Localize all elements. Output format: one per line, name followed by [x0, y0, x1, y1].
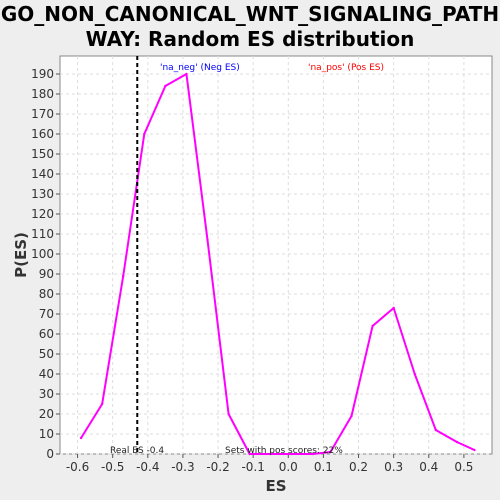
y-tick-label: 160	[31, 127, 54, 141]
data-point	[311, 452, 315, 456]
y-axis-label: P(ES)	[12, 232, 30, 278]
y-tick-label: 80	[39, 287, 54, 301]
data-point	[248, 452, 251, 456]
y-tick-label: 10	[39, 427, 54, 441]
y-tick-label: 190	[31, 67, 54, 81]
y-tick-label: 0	[46, 447, 54, 461]
es-distribution-line	[80, 73, 475, 455]
y-tick-label: 170	[31, 107, 54, 121]
y-tick-label: 120	[31, 207, 54, 221]
x-tick-label: 0.2	[349, 460, 368, 474]
sets-pos-text: Sets with pos scores: 22%	[225, 446, 343, 456]
x-tick-label: 0.1	[314, 460, 333, 474]
data-point	[122, 274, 125, 278]
data-point	[206, 238, 209, 242]
pos-es-label: 'na_pos' (Pos ES)	[308, 63, 384, 73]
x-tick-label: -0.5	[101, 460, 124, 474]
x-tick-label: -0.6	[66, 460, 89, 474]
data-point	[100, 402, 104, 406]
data-point	[290, 452, 294, 456]
y-tick-label: 180	[31, 87, 54, 101]
y-tick-label: 30	[39, 387, 54, 401]
x-tick-label: -0.2	[206, 460, 229, 474]
data-point	[143, 132, 146, 136]
data-point	[392, 306, 395, 310]
data-point	[473, 448, 476, 452]
y-tick-label: 150	[31, 147, 54, 161]
y-tick-label: 90	[39, 267, 54, 281]
data-point	[227, 412, 230, 416]
data-point	[185, 72, 188, 76]
x-tick-label: 0.5	[454, 460, 473, 474]
real-es-text: Real ES -0.4	[110, 446, 164, 456]
y-tick-label: 140	[31, 167, 54, 181]
y-tick-label: 40	[39, 367, 54, 381]
y-tick-label: 50	[39, 347, 54, 361]
x-tick-label: 0.0	[279, 460, 298, 474]
y-tick-label: 100	[31, 247, 54, 261]
data-point	[164, 84, 167, 88]
x-tick-label: -0.3	[171, 460, 194, 474]
y-tick-label: 60	[39, 327, 54, 341]
neg-es-label: 'na_neg' (Neg ES)	[160, 63, 240, 73]
y-tick-label: 20	[39, 407, 54, 421]
chart-title-line1: GO_NON_CANONICAL_WNT_SIGNALING_PATH	[0, 2, 500, 26]
data-point	[329, 450, 332, 454]
data-point	[434, 428, 438, 432]
x-tick-label: 0.4	[419, 460, 438, 474]
y-tick-label: 110	[31, 227, 54, 241]
chart-title: GO_NON_CANONICAL_WNT_SIGNALING_PATH WAY:…	[0, 2, 500, 52]
data-point	[455, 440, 459, 444]
x-tick-label: -0.4	[136, 460, 159, 474]
data-point	[269, 452, 272, 456]
x-axis: -0.6 -0.5 -0.4 -0.3 -0.2 -0.1 0.0 0.1 0.2 0.3 0.4 0…	[66, 454, 473, 474]
series-layer	[79, 72, 476, 456]
annotation-layer: 'na_neg' (Neg ES) 'na_pos' (Pos ES) Real E…	[110, 56, 384, 456]
x-tick-label: 0.3	[384, 460, 403, 474]
data-point	[350, 414, 353, 418]
x-tick-label: -0.1	[241, 460, 264, 474]
x-axis-label: ES	[265, 477, 286, 495]
y-tick-label: 130	[31, 187, 54, 201]
grid-lines	[60, 56, 492, 455]
y-tick-label: 70	[39, 307, 54, 321]
data-point	[413, 372, 416, 376]
data-point	[371, 324, 374, 328]
chart-title-line2: WAY: Random ES distribution	[85, 27, 415, 51]
data-point	[79, 436, 83, 440]
y-axis: 0 10 20 30 40 50 60 70 80 90 100 110 120 130 140 150 160…	[31, 67, 60, 461]
